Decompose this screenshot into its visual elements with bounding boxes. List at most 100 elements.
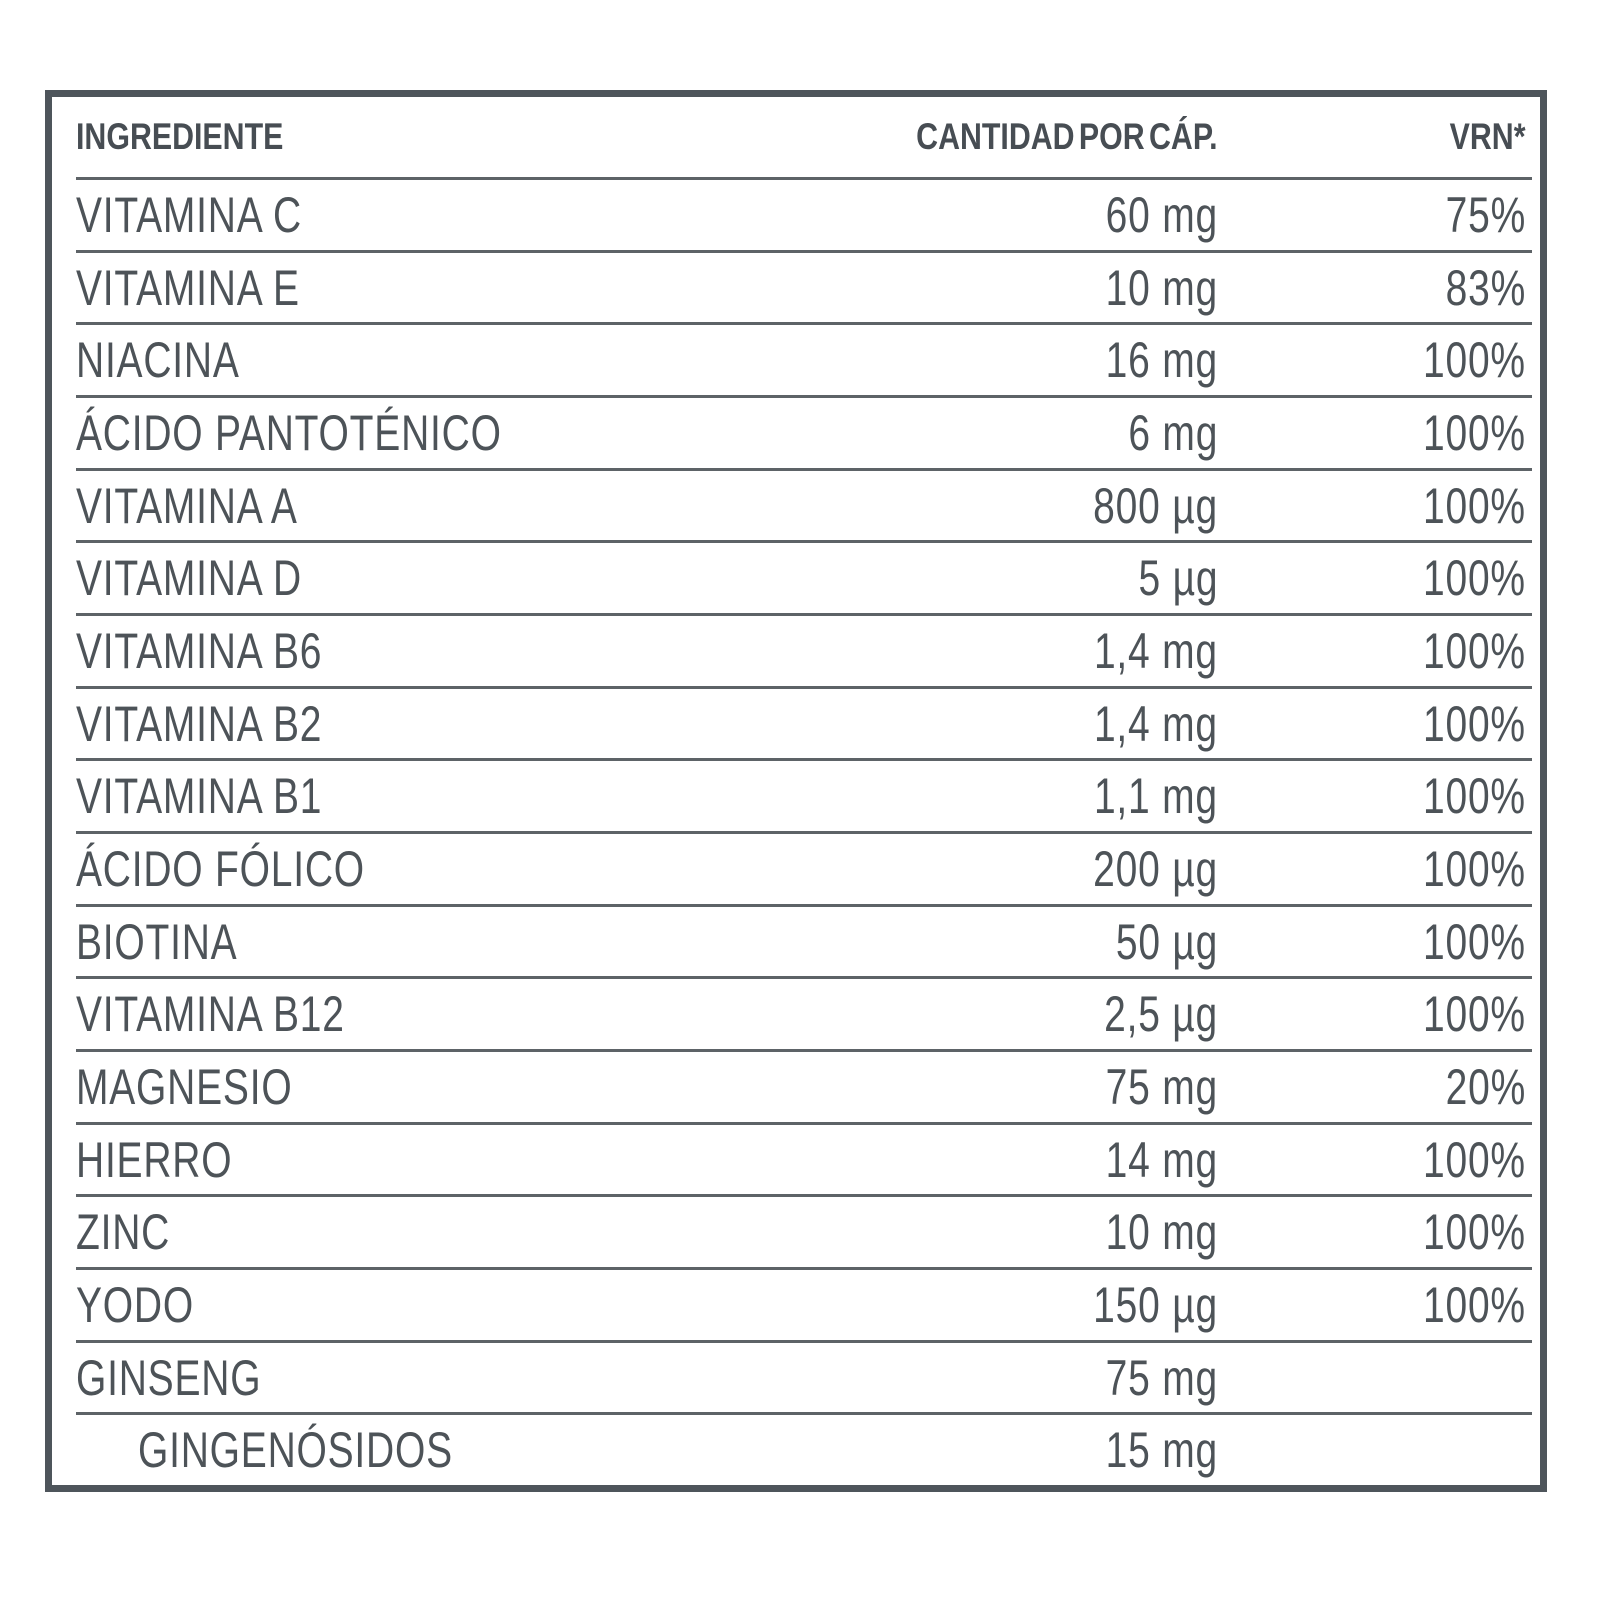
table-row: ÁCIDO FÓLICO 200 µg 100% bbox=[76, 834, 1532, 907]
table-row: VITAMINA C 60 mg 75% bbox=[76, 180, 1532, 253]
ingredient-cell-text: VITAMINA B2 bbox=[76, 695, 323, 752]
ingredient-cell: ZINC bbox=[76, 1203, 888, 1261]
vrn-cell: 100% bbox=[1218, 477, 1532, 535]
ingredient-cell: VITAMINA A bbox=[76, 477, 888, 535]
vrn-cell bbox=[1218, 1441, 1532, 1459]
vrn-cell-text: 100% bbox=[1423, 840, 1526, 897]
amount-cell-text: 10 mg bbox=[1105, 1204, 1218, 1261]
ingredient-cell-text: BIOTINA bbox=[76, 913, 238, 970]
ingredient-cell: NIACINA bbox=[76, 331, 888, 389]
vrn-cell: 20% bbox=[1218, 1058, 1532, 1116]
vrn-cell: 100% bbox=[1218, 840, 1532, 898]
ingredient-cell: GINSENG bbox=[76, 1349, 888, 1407]
ingredient-cell: BIOTINA bbox=[76, 913, 888, 971]
ingredient-cell-text: VITAMINA B6 bbox=[76, 622, 323, 679]
vrn-cell-text: 100% bbox=[1423, 332, 1526, 389]
vrn-cell: 100% bbox=[1218, 767, 1532, 825]
ingredient-cell-text: HIERRO bbox=[76, 1131, 233, 1188]
ingredient-cell: VITAMINA B6 bbox=[76, 622, 888, 680]
amount-cell: 150 µg bbox=[888, 1276, 1218, 1334]
table-row: VITAMINA B1 1,1 mg 100% bbox=[76, 761, 1532, 835]
vrn-cell-text: 100% bbox=[1423, 550, 1526, 607]
table-row: VITAMINA D 5 µg 100% bbox=[76, 543, 1532, 617]
table-row: YODO 150 µg 100% bbox=[76, 1270, 1532, 1343]
amount-cell: 60 mg bbox=[888, 186, 1218, 244]
ingredient-cell: VITAMINA D bbox=[76, 549, 888, 607]
amount-cell: 2,5 µg bbox=[888, 985, 1218, 1043]
vrn-cell: 100% bbox=[1218, 695, 1532, 753]
table-row: MAGNESIO 75 mg 20% bbox=[76, 1052, 1532, 1125]
ingredient-cell: HIERRO bbox=[76, 1131, 888, 1189]
vrn-cell: 100% bbox=[1218, 1131, 1532, 1189]
column-header-amount: CANTIDAD POR CÁP. bbox=[850, 116, 1218, 158]
amount-cell: 14 mg bbox=[888, 1131, 1218, 1189]
amount-cell: 15 mg bbox=[888, 1421, 1218, 1479]
ingredient-cell: ÁCIDO FÓLICO bbox=[76, 840, 888, 898]
table-row: NIACINA 16 mg 100% bbox=[76, 325, 1532, 399]
column-header-amount-label: CANTIDAD POR CÁP. bbox=[916, 116, 1218, 157]
amount-cell: 1,4 mg bbox=[888, 622, 1218, 680]
amount-cell-text: 15 mg bbox=[1105, 1422, 1218, 1479]
amount-cell: 1,1 mg bbox=[888, 767, 1218, 825]
ingredient-cell: VITAMINA E bbox=[76, 259, 888, 317]
amount-cell: 10 mg bbox=[888, 1203, 1218, 1261]
table-row: VITAMINA A 800 µg 100% bbox=[76, 471, 1532, 544]
vrn-cell: 100% bbox=[1218, 622, 1532, 680]
amount-cell: 6 mg bbox=[888, 404, 1218, 462]
amount-cell: 16 mg bbox=[888, 331, 1218, 389]
amount-cell-text: 75 mg bbox=[1105, 1349, 1218, 1406]
vrn-cell-text: 100% bbox=[1423, 404, 1526, 461]
table-header-row: INGREDIENTE CANTIDAD POR CÁP. VRN* bbox=[76, 97, 1532, 180]
amount-cell-text: 1,1 mg bbox=[1094, 768, 1218, 825]
vrn-cell: 83% bbox=[1218, 259, 1532, 317]
amount-cell-text: 16 mg bbox=[1105, 332, 1218, 389]
vrn-cell-text: 100% bbox=[1423, 1204, 1526, 1261]
ingredient-cell: VITAMINA B1 bbox=[76, 767, 888, 825]
table-row: VITAMINA B6 1,4 mg 100% bbox=[76, 616, 1532, 689]
amount-cell-text: 75 mg bbox=[1105, 1058, 1218, 1115]
table-row: ÁCIDO PANTOTÉNICO 6 mg 100% bbox=[76, 398, 1532, 471]
ingredient-cell: ÁCIDO PANTOTÉNICO bbox=[76, 404, 888, 462]
ingredient-cell-text: MAGNESIO bbox=[76, 1058, 293, 1115]
amount-cell: 10 mg bbox=[888, 259, 1218, 317]
ingredient-cell: MAGNESIO bbox=[76, 1058, 888, 1116]
table-row: GINGENÓSIDOS 15 mg bbox=[76, 1415, 1532, 1485]
vrn-cell-text: 100% bbox=[1423, 477, 1526, 534]
vrn-cell: 100% bbox=[1218, 404, 1532, 462]
table-row: HIERRO 14 mg 100% bbox=[76, 1125, 1532, 1198]
column-header-ingredient: INGREDIENTE bbox=[76, 116, 850, 158]
table-row: BIOTINA 50 µg 100% bbox=[76, 907, 1532, 980]
vrn-cell: 100% bbox=[1218, 1276, 1532, 1334]
ingredient-cell-text: VITAMINA A bbox=[76, 477, 298, 534]
vrn-cell-text: 75% bbox=[1445, 186, 1526, 243]
ingredient-cell-text: VITAMINA E bbox=[76, 259, 300, 316]
ingredient-cell: GINGENÓSIDOS bbox=[76, 1421, 888, 1479]
amount-cell-text: 1,4 mg bbox=[1094, 622, 1218, 679]
vrn-cell: 100% bbox=[1218, 913, 1532, 971]
table-row: VITAMINA B2 1,4 mg 100% bbox=[76, 689, 1532, 762]
ingredient-cell-text: VITAMINA C bbox=[76, 186, 302, 243]
vrn-cell: 100% bbox=[1218, 331, 1532, 389]
ingredient-cell-text: GINGENÓSIDOS bbox=[138, 1422, 453, 1479]
amount-cell-text: 50 µg bbox=[1115, 913, 1218, 970]
amount-cell: 1,4 mg bbox=[888, 695, 1218, 753]
column-header-vrn-label: VRN* bbox=[1450, 116, 1526, 157]
vrn-cell: 75% bbox=[1218, 186, 1532, 244]
vrn-cell-text: 100% bbox=[1423, 913, 1526, 970]
amount-cell: 200 µg bbox=[888, 840, 1218, 898]
amount-cell-text: 10 mg bbox=[1105, 259, 1218, 316]
vrn-cell-text: 100% bbox=[1423, 622, 1526, 679]
vrn-cell: 100% bbox=[1218, 549, 1532, 607]
amount-cell-text: 800 µg bbox=[1093, 477, 1218, 534]
table-row: VITAMINA E 10 mg 83% bbox=[76, 253, 1532, 326]
amount-cell-text: 2,5 µg bbox=[1104, 986, 1218, 1043]
ingredient-cell-text: ÁCIDO FÓLICO bbox=[76, 840, 365, 897]
vrn-cell-text: 100% bbox=[1423, 768, 1526, 825]
ingredient-cell: VITAMINA C bbox=[76, 186, 888, 244]
vrn-cell-text: 100% bbox=[1423, 695, 1526, 752]
amount-cell: 800 µg bbox=[888, 477, 1218, 535]
ingredient-cell-text: ZINC bbox=[76, 1204, 171, 1261]
column-header-vrn: VRN* bbox=[1218, 116, 1532, 158]
table-row: GINSENG 75 mg bbox=[76, 1343, 1532, 1416]
vrn-cell-text: 83% bbox=[1445, 259, 1526, 316]
